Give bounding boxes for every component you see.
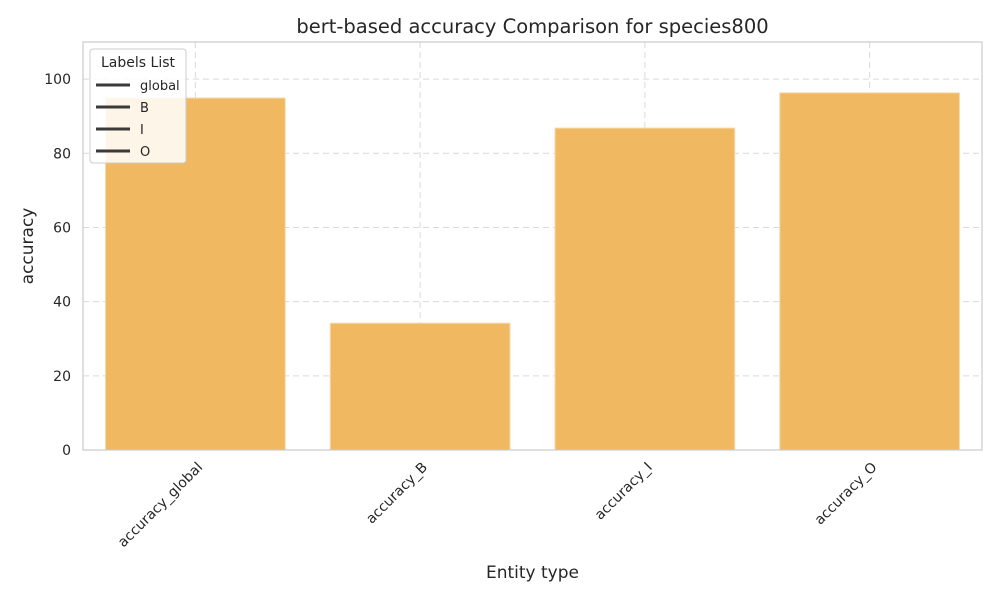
bars bbox=[104, 92, 961, 451]
y-axis-title: accuracy bbox=[18, 208, 38, 285]
plot-frame bbox=[82, 41, 983, 451]
legend-label: I bbox=[140, 123, 144, 138]
x-tick-label: accuracy_B bbox=[363, 460, 431, 528]
y-tick-label: 0 bbox=[62, 443, 71, 459]
legend-entries: global BIO bbox=[96, 79, 180, 160]
y-tick-label: 80 bbox=[53, 146, 71, 162]
chart-title: bert-based accuracy Comparison for speci… bbox=[296, 15, 768, 38]
y-ticks: 0 20 40 60 80 100 bbox=[44, 72, 71, 459]
legend-label: global bbox=[140, 79, 180, 94]
y-tick-label: 100 bbox=[44, 72, 71, 88]
legend-box bbox=[89, 48, 187, 164]
y-tick-label: 60 bbox=[53, 220, 71, 236]
legend-label: O bbox=[140, 145, 150, 160]
x-tick-label: accuracy_global bbox=[115, 460, 206, 551]
x-ticks: accuracy_global accuracy_B accuracy_I accur… bbox=[115, 460, 880, 551]
legend-title: Labels List bbox=[101, 55, 175, 71]
x-axis-title: Entity type bbox=[486, 563, 579, 583]
bar-accuracy_B bbox=[329, 322, 511, 451]
bar-accuracy_I bbox=[554, 127, 736, 451]
x-tick-label: accuracy_I bbox=[592, 460, 656, 524]
y-tick-label: 40 bbox=[53, 295, 71, 311]
legend-label: B bbox=[140, 101, 149, 116]
bar-accuracy_O bbox=[779, 92, 961, 451]
y-tick-label: 20 bbox=[53, 369, 71, 385]
legend: Labels List global BIO bbox=[89, 48, 187, 164]
x-tick-label: accuracy_O bbox=[812, 460, 881, 529]
